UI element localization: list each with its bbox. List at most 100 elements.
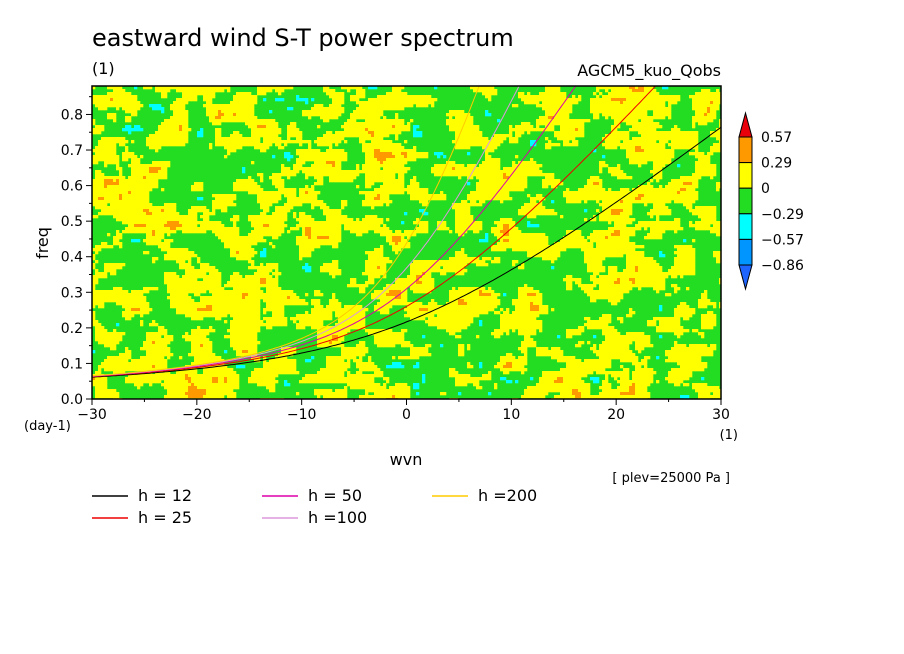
- field-cell: [233, 119, 237, 123]
- field-cell: [662, 152, 666, 156]
- field-cell: [491, 164, 495, 168]
- field-cell: [221, 89, 225, 93]
- field-cell: [317, 176, 321, 180]
- field-cell: [317, 110, 321, 114]
- field-cell: [107, 149, 111, 153]
- field-cell: [95, 179, 99, 183]
- field-cell: [446, 113, 450, 117]
- field-cell: [485, 185, 489, 189]
- field-cell: [107, 179, 111, 183]
- field-cell: [386, 182, 390, 186]
- field-cell: [224, 203, 228, 207]
- field-cell: [356, 86, 360, 90]
- field-cell: [266, 215, 270, 219]
- field-cell: [380, 95, 384, 99]
- field-cell: [344, 155, 348, 159]
- field-cell: [149, 206, 153, 210]
- field-cell: [161, 134, 165, 138]
- field-cell: [593, 113, 597, 117]
- field-cell: [497, 173, 501, 177]
- field-cell: [437, 170, 441, 174]
- field-cell: [614, 104, 618, 108]
- field-cell: [674, 197, 678, 201]
- field-cell: [353, 125, 357, 129]
- field-cell: [479, 200, 483, 204]
- field-cell: [287, 176, 291, 180]
- field-cell: [611, 140, 615, 144]
- field-cell: [110, 137, 114, 141]
- field-cell: [470, 140, 474, 144]
- field-cell: [536, 212, 540, 216]
- field-cell: [413, 155, 417, 159]
- field-cell: [101, 209, 105, 213]
- field-cell: [503, 185, 507, 189]
- field-cell: [344, 122, 348, 126]
- field-cell: [659, 206, 663, 210]
- field-cell: [407, 101, 411, 105]
- field-cell: [512, 161, 516, 165]
- field-cell: [161, 86, 165, 90]
- field-cell: [119, 98, 123, 102]
- field-cell: [497, 164, 501, 168]
- field-cell: [260, 227, 264, 231]
- field-cell: [314, 221, 318, 225]
- field-cell: [362, 131, 366, 135]
- field-cell: [122, 218, 126, 222]
- field-cell: [302, 158, 306, 162]
- field-cell: [500, 170, 504, 174]
- field-cell: [644, 101, 648, 105]
- field-cell: [416, 125, 420, 129]
- field-cell: [707, 218, 711, 222]
- field-cell: [446, 170, 450, 174]
- field-cell: [461, 215, 465, 219]
- field-cell: [680, 131, 684, 135]
- field-cell: [374, 224, 378, 228]
- field-cell: [644, 197, 648, 201]
- field-cell: [263, 119, 267, 123]
- field-cell: [272, 197, 276, 201]
- field-cell: [362, 104, 366, 108]
- field-cell: [287, 155, 291, 159]
- field-cell: [629, 116, 633, 120]
- field-cell: [113, 182, 117, 186]
- field-cell: [665, 134, 669, 138]
- field-cell: [371, 134, 375, 138]
- field-cell: [275, 86, 279, 90]
- field-cell: [125, 206, 129, 210]
- field-cell: [239, 116, 243, 120]
- field-cell: [305, 140, 309, 144]
- field-cell: [602, 191, 606, 195]
- field-cell: [239, 107, 243, 111]
- field-cell: [317, 191, 321, 195]
- field-cell: [260, 194, 264, 198]
- field-cell: [590, 104, 594, 108]
- field-cell: [95, 176, 99, 180]
- field-cell: [452, 161, 456, 165]
- field-cell: [176, 86, 180, 90]
- field-cell: [173, 215, 177, 219]
- field-cell: [497, 119, 501, 123]
- field-cell: [101, 149, 105, 153]
- field-cell: [323, 155, 327, 159]
- field-cell: [641, 185, 645, 189]
- field-cell: [524, 101, 528, 105]
- field-cell: [398, 125, 402, 129]
- field-cell: [143, 191, 147, 195]
- field-cell: [338, 104, 342, 108]
- field-cell: [473, 143, 477, 147]
- field-cell: [350, 179, 354, 183]
- field-cell: [689, 179, 693, 183]
- field-cell: [692, 104, 696, 108]
- field-cell: [398, 152, 402, 156]
- field-cell: [659, 170, 663, 174]
- field-cell: [542, 128, 546, 132]
- field-cell: [215, 197, 219, 201]
- field-cell: [590, 179, 594, 183]
- field-cell: [209, 101, 213, 105]
- field-cell: [653, 188, 657, 192]
- field-cell: [602, 215, 606, 219]
- field-cell: [236, 140, 240, 144]
- field-cell: [587, 185, 591, 189]
- field-cell: [584, 191, 588, 195]
- field-cell: [179, 101, 183, 105]
